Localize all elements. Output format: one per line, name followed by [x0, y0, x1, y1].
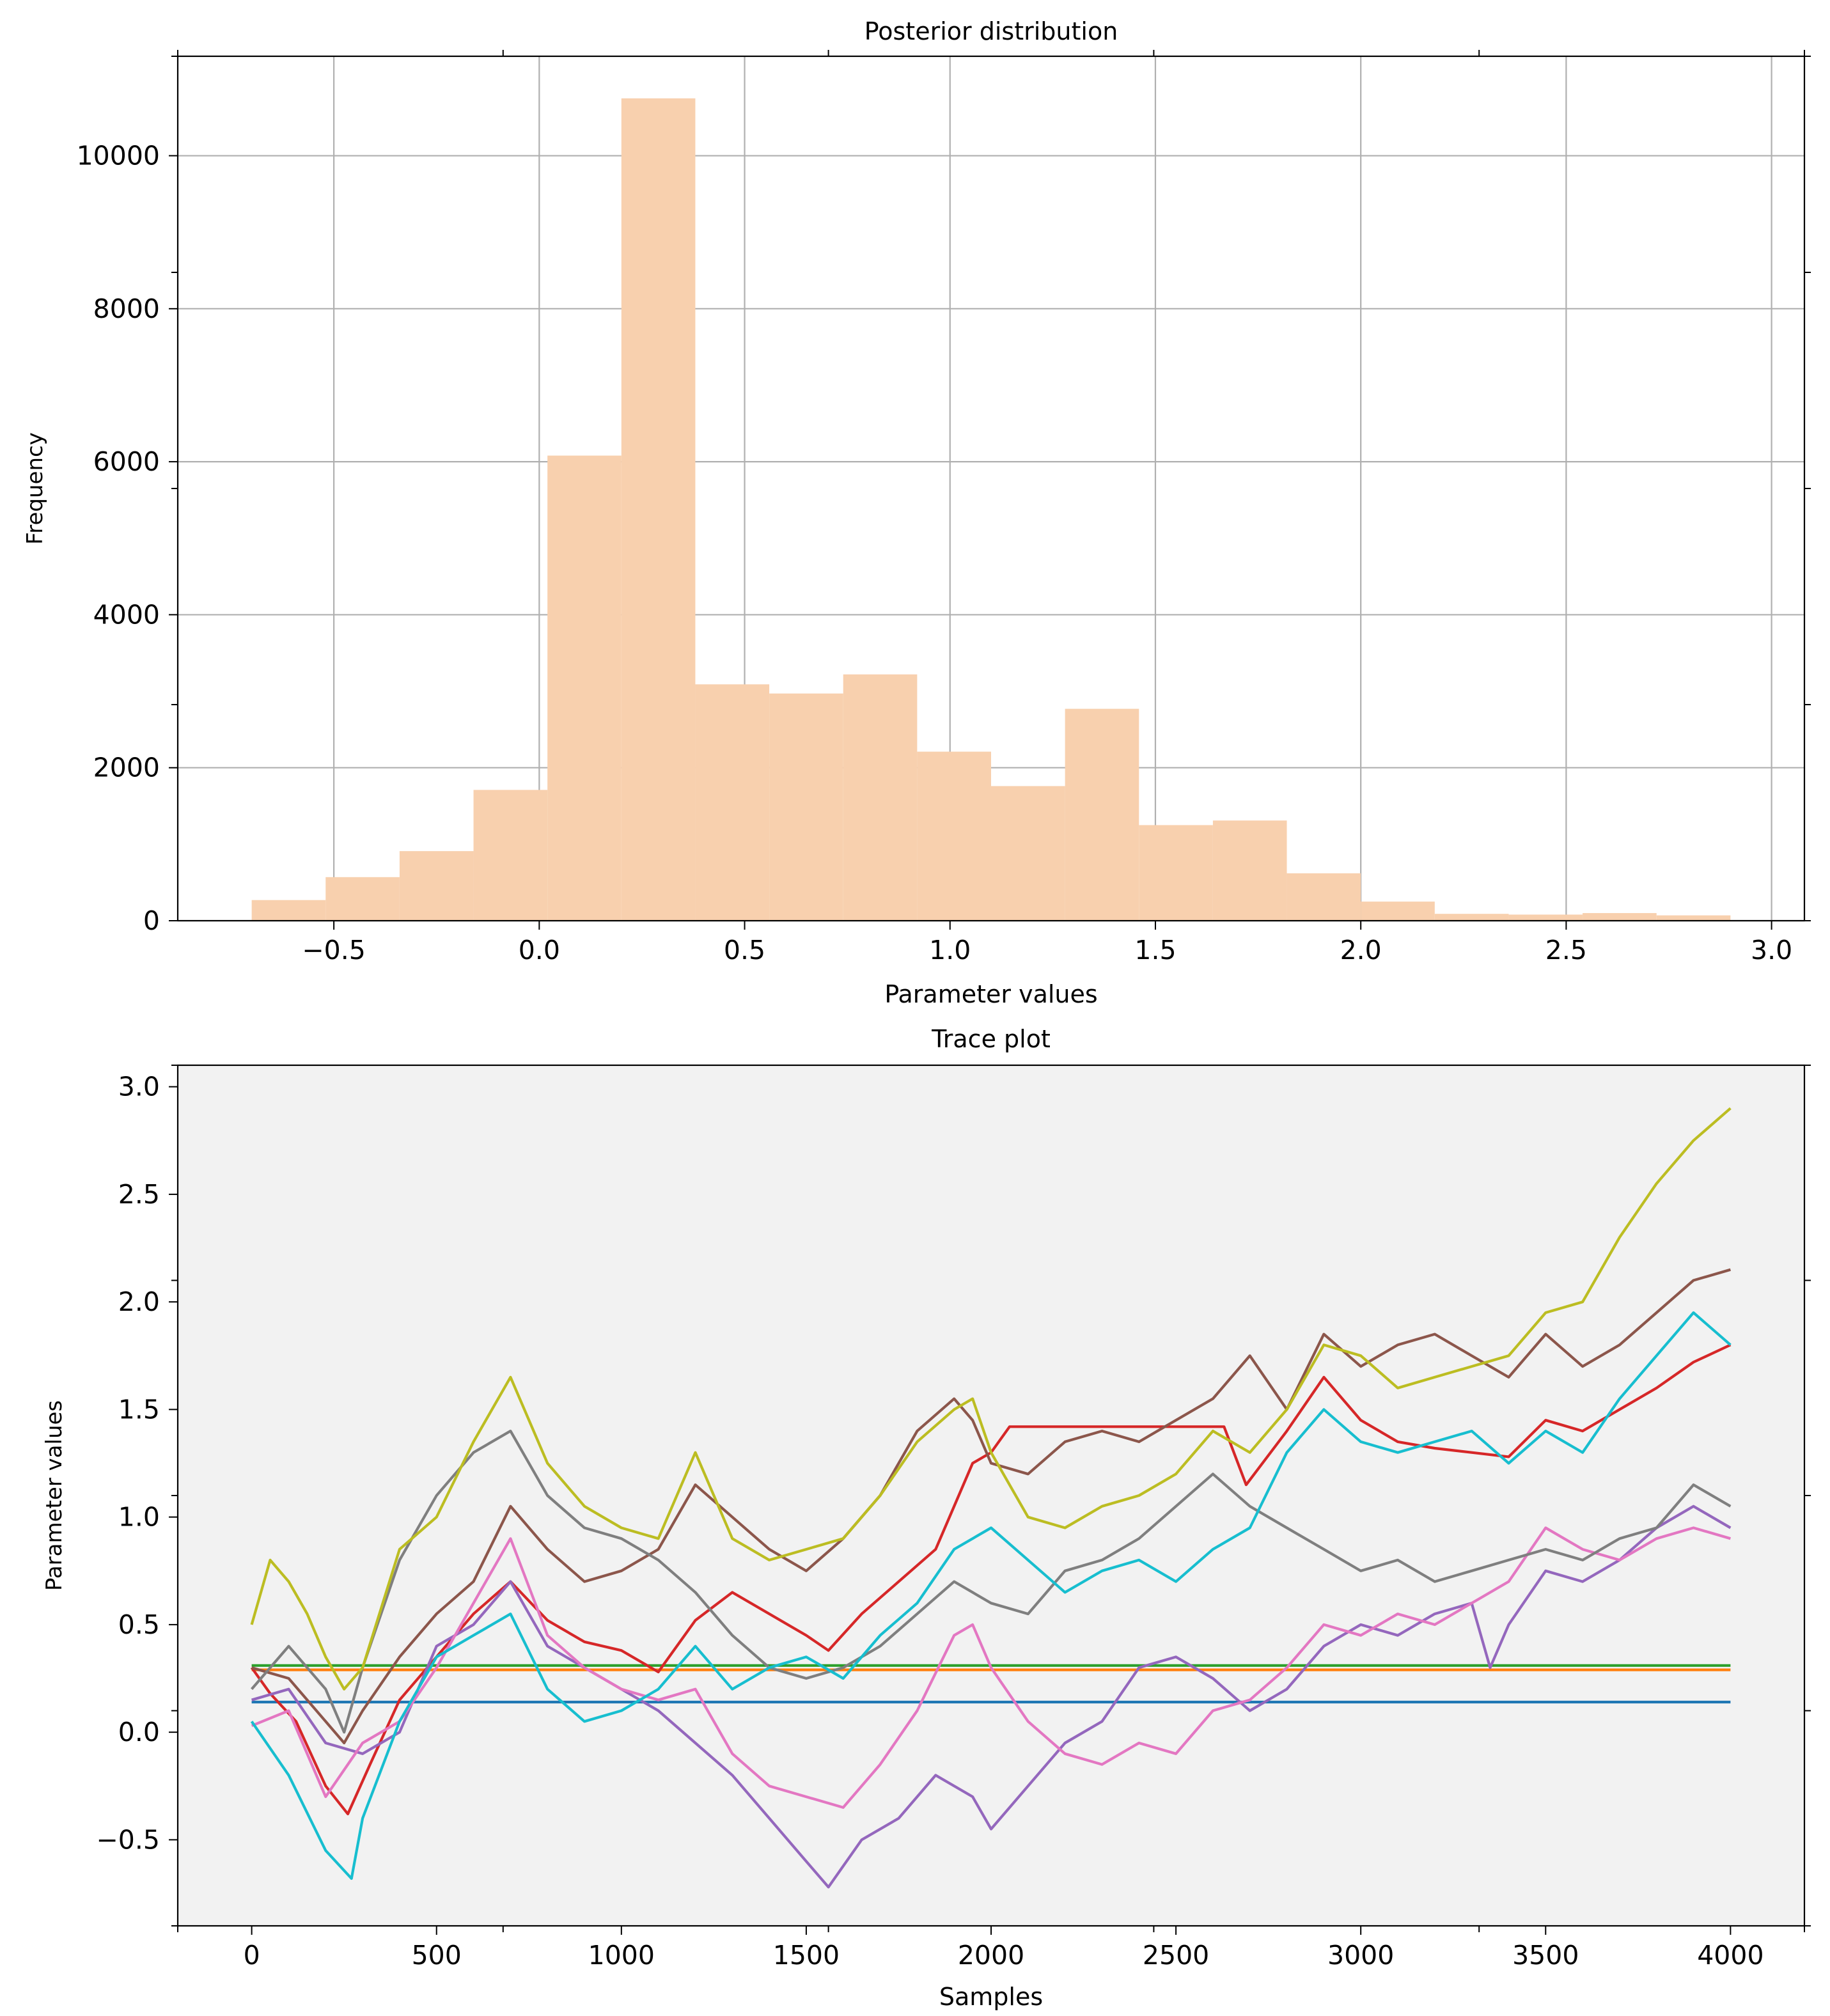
histogram-x-tick-label: 1.0 [929, 935, 971, 965]
histogram-x-tick-label: 2.5 [1545, 935, 1587, 965]
trace-series-line [250, 1343, 1732, 1816]
histogram-y-tick-label: 6000 [93, 446, 160, 477]
trace-y-tick-label: 0.5 [118, 1609, 160, 1640]
histogram-bar [991, 786, 1065, 921]
histogram-bar [1434, 914, 1509, 921]
histogram-bar [695, 684, 770, 921]
histogram-bar [1583, 913, 1657, 921]
trace-y-tick-label: 2.5 [118, 1179, 160, 1210]
trace-series-line [251, 1430, 1732, 1734]
trace-x-tick-label: 500 [412, 1940, 462, 1971]
trace-x-tick-label: 1000 [588, 1940, 655, 1971]
trace-x-tick-label: 4000 [1697, 1940, 1764, 1971]
histogram-bar [621, 98, 696, 921]
histogram-bar [251, 900, 326, 921]
histogram-bar [1212, 820, 1287, 921]
trace-plot-ticks: 0 500 1000 1500 2000 2500 3000 3500 4000 −0.5 0.0 0… [96, 1065, 1811, 1971]
histogram-bar [1656, 915, 1731, 921]
histogram-y-tick-label: 10000 [77, 141, 160, 171]
trace-x-tick-label: 0 [244, 1940, 260, 1971]
trace-series-line [250, 1311, 1732, 1880]
trace-x-tick-label: 3000 [1327, 1940, 1394, 1971]
trace-y-tick-label: 1.0 [118, 1502, 160, 1533]
histogram-bar [917, 751, 991, 921]
trace-y-tick-label: 2.0 [118, 1286, 160, 1317]
trace-series-line [251, 1504, 1732, 1889]
trace-series-line [251, 1268, 1731, 1745]
histogram-bar [473, 790, 548, 921]
histogram-x-axis-label: Parameter values [884, 980, 1097, 1008]
histogram-bar [547, 455, 622, 921]
histogram-bar [769, 693, 843, 921]
histogram-x-tick-label: 0.0 [519, 935, 560, 965]
histogram-y-tick-label: 4000 [93, 599, 160, 630]
histogram-y-tick-label: 0 [143, 905, 160, 936]
trace-plot-y-axis-label: Parameter values [42, 1400, 67, 1591]
histogram-y-axis-label: Frequency [22, 432, 48, 545]
histogram-bar [399, 851, 474, 921]
trace-plot-panel: 0 500 1000 1500 2000 2500 3000 3500 4000 −0.5 0.0 0… [42, 1025, 1811, 2011]
trace-y-tick-label: −0.5 [96, 1824, 160, 1855]
histogram-bars [251, 98, 1731, 921]
trace-x-tick-label: 1500 [773, 1940, 840, 1971]
histogram-bar [1286, 873, 1361, 921]
trace-y-tick-label: 1.5 [118, 1394, 160, 1425]
histogram-bar [1508, 914, 1583, 921]
histogram-grid [178, 56, 1804, 922]
trace-series-lines [250, 1107, 1732, 1889]
histogram-panel: −0.5 0.0 0.5 1.0 1.5 2.0 2.5 3.0 0 2000 4000 6000 80… [22, 17, 1811, 1008]
histogram-bar [1065, 708, 1139, 921]
histogram-bar [843, 674, 918, 921]
trace-series-line [250, 1107, 1732, 1691]
trace-plot-area [178, 1065, 1804, 1926]
histogram-x-tick-label: −0.5 [302, 935, 366, 965]
trace-plot-title: Trace plot [931, 1025, 1051, 1053]
trace-x-tick-label: 3500 [1512, 1940, 1579, 1971]
histogram-x-tick-label: 2.0 [1340, 935, 1382, 965]
trace-x-tick-label: 2000 [958, 1940, 1024, 1971]
histogram-bar [325, 877, 400, 921]
histogram-x-tick-label: 0.5 [724, 935, 765, 965]
trace-y-tick-label: 0.0 [118, 1717, 160, 1747]
histogram-y-tick-label: 2000 [93, 753, 160, 783]
trace-plot-x-axis-label: Samples [939, 1983, 1043, 2011]
trace-x-tick-label: 2500 [1143, 1940, 1209, 1971]
trace-y-tick-label: 3.0 [118, 1072, 160, 1102]
histogram-ticks: −0.5 0.0 0.5 1.0 1.5 2.0 2.5 3.0 0 2000 4000 6000 80… [77, 50, 1811, 965]
histogram-x-tick-label: 1.5 [1134, 935, 1176, 965]
histogram-title: Posterior distribution [864, 17, 1118, 45]
histogram-x-tick-label: 3.0 [1751, 935, 1792, 965]
histogram-bar [1139, 825, 1213, 921]
histogram-y-tick-label: 8000 [93, 293, 160, 324]
histogram-bar [1361, 902, 1435, 921]
trace-series-line [251, 1526, 1731, 1809]
